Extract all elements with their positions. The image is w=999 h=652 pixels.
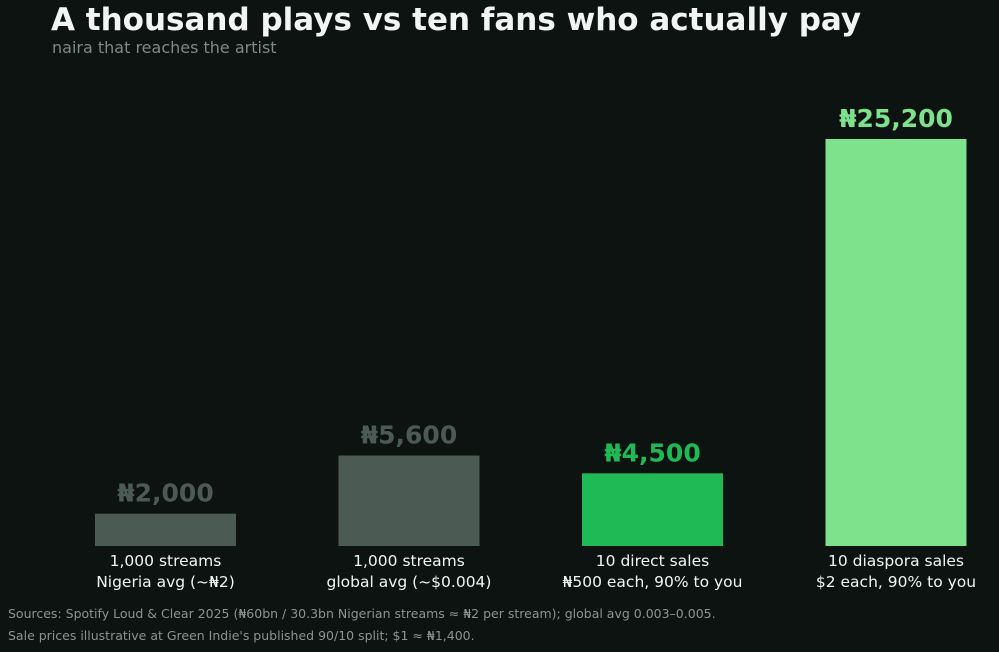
category-label-1-line-2: Nigeria avg (~₦2) — [96, 573, 235, 591]
bar-chart: ₦2,000 1,000 streams Nigeria avg (~₦2) ₦5,6… — [95, 104, 976, 591]
value-label-4: ₦25,200 — [839, 104, 953, 133]
category-label-2-line-2: global avg (~$0.004) — [327, 573, 492, 591]
bar-3 — [582, 473, 723, 546]
category-label-3-line-1: 10 direct sales — [596, 552, 709, 570]
category-label-3-line-2: ₦500 each, 90% to you — [563, 573, 743, 591]
category-label-4-line-1: 10 diaspora sales — [828, 552, 964, 570]
source-note-line-2: Sale prices illustrative at Green Indie'… — [8, 628, 475, 643]
bar-1 — [95, 513, 236, 546]
bar-2 — [338, 455, 480, 546]
chart-subtitle: naira that reaches the artist — [52, 38, 277, 57]
value-label-3: ₦4,500 — [604, 438, 700, 467]
category-label-4-line-2: $2 each, 90% to you — [816, 573, 976, 591]
value-label-1: ₦2,000 — [117, 479, 213, 508]
chart-title: A thousand plays vs ten fans who actuall… — [51, 2, 862, 38]
value-label-2: ₦5,600 — [361, 421, 457, 450]
bar-4 — [825, 139, 967, 546]
source-note-line-1: Sources: Spotify Loud & Clear 2025 (₦60b… — [8, 606, 716, 621]
category-label-1-line-1: 1,000 streams — [110, 552, 222, 570]
category-label-2-line-1: 1,000 streams — [353, 552, 465, 570]
